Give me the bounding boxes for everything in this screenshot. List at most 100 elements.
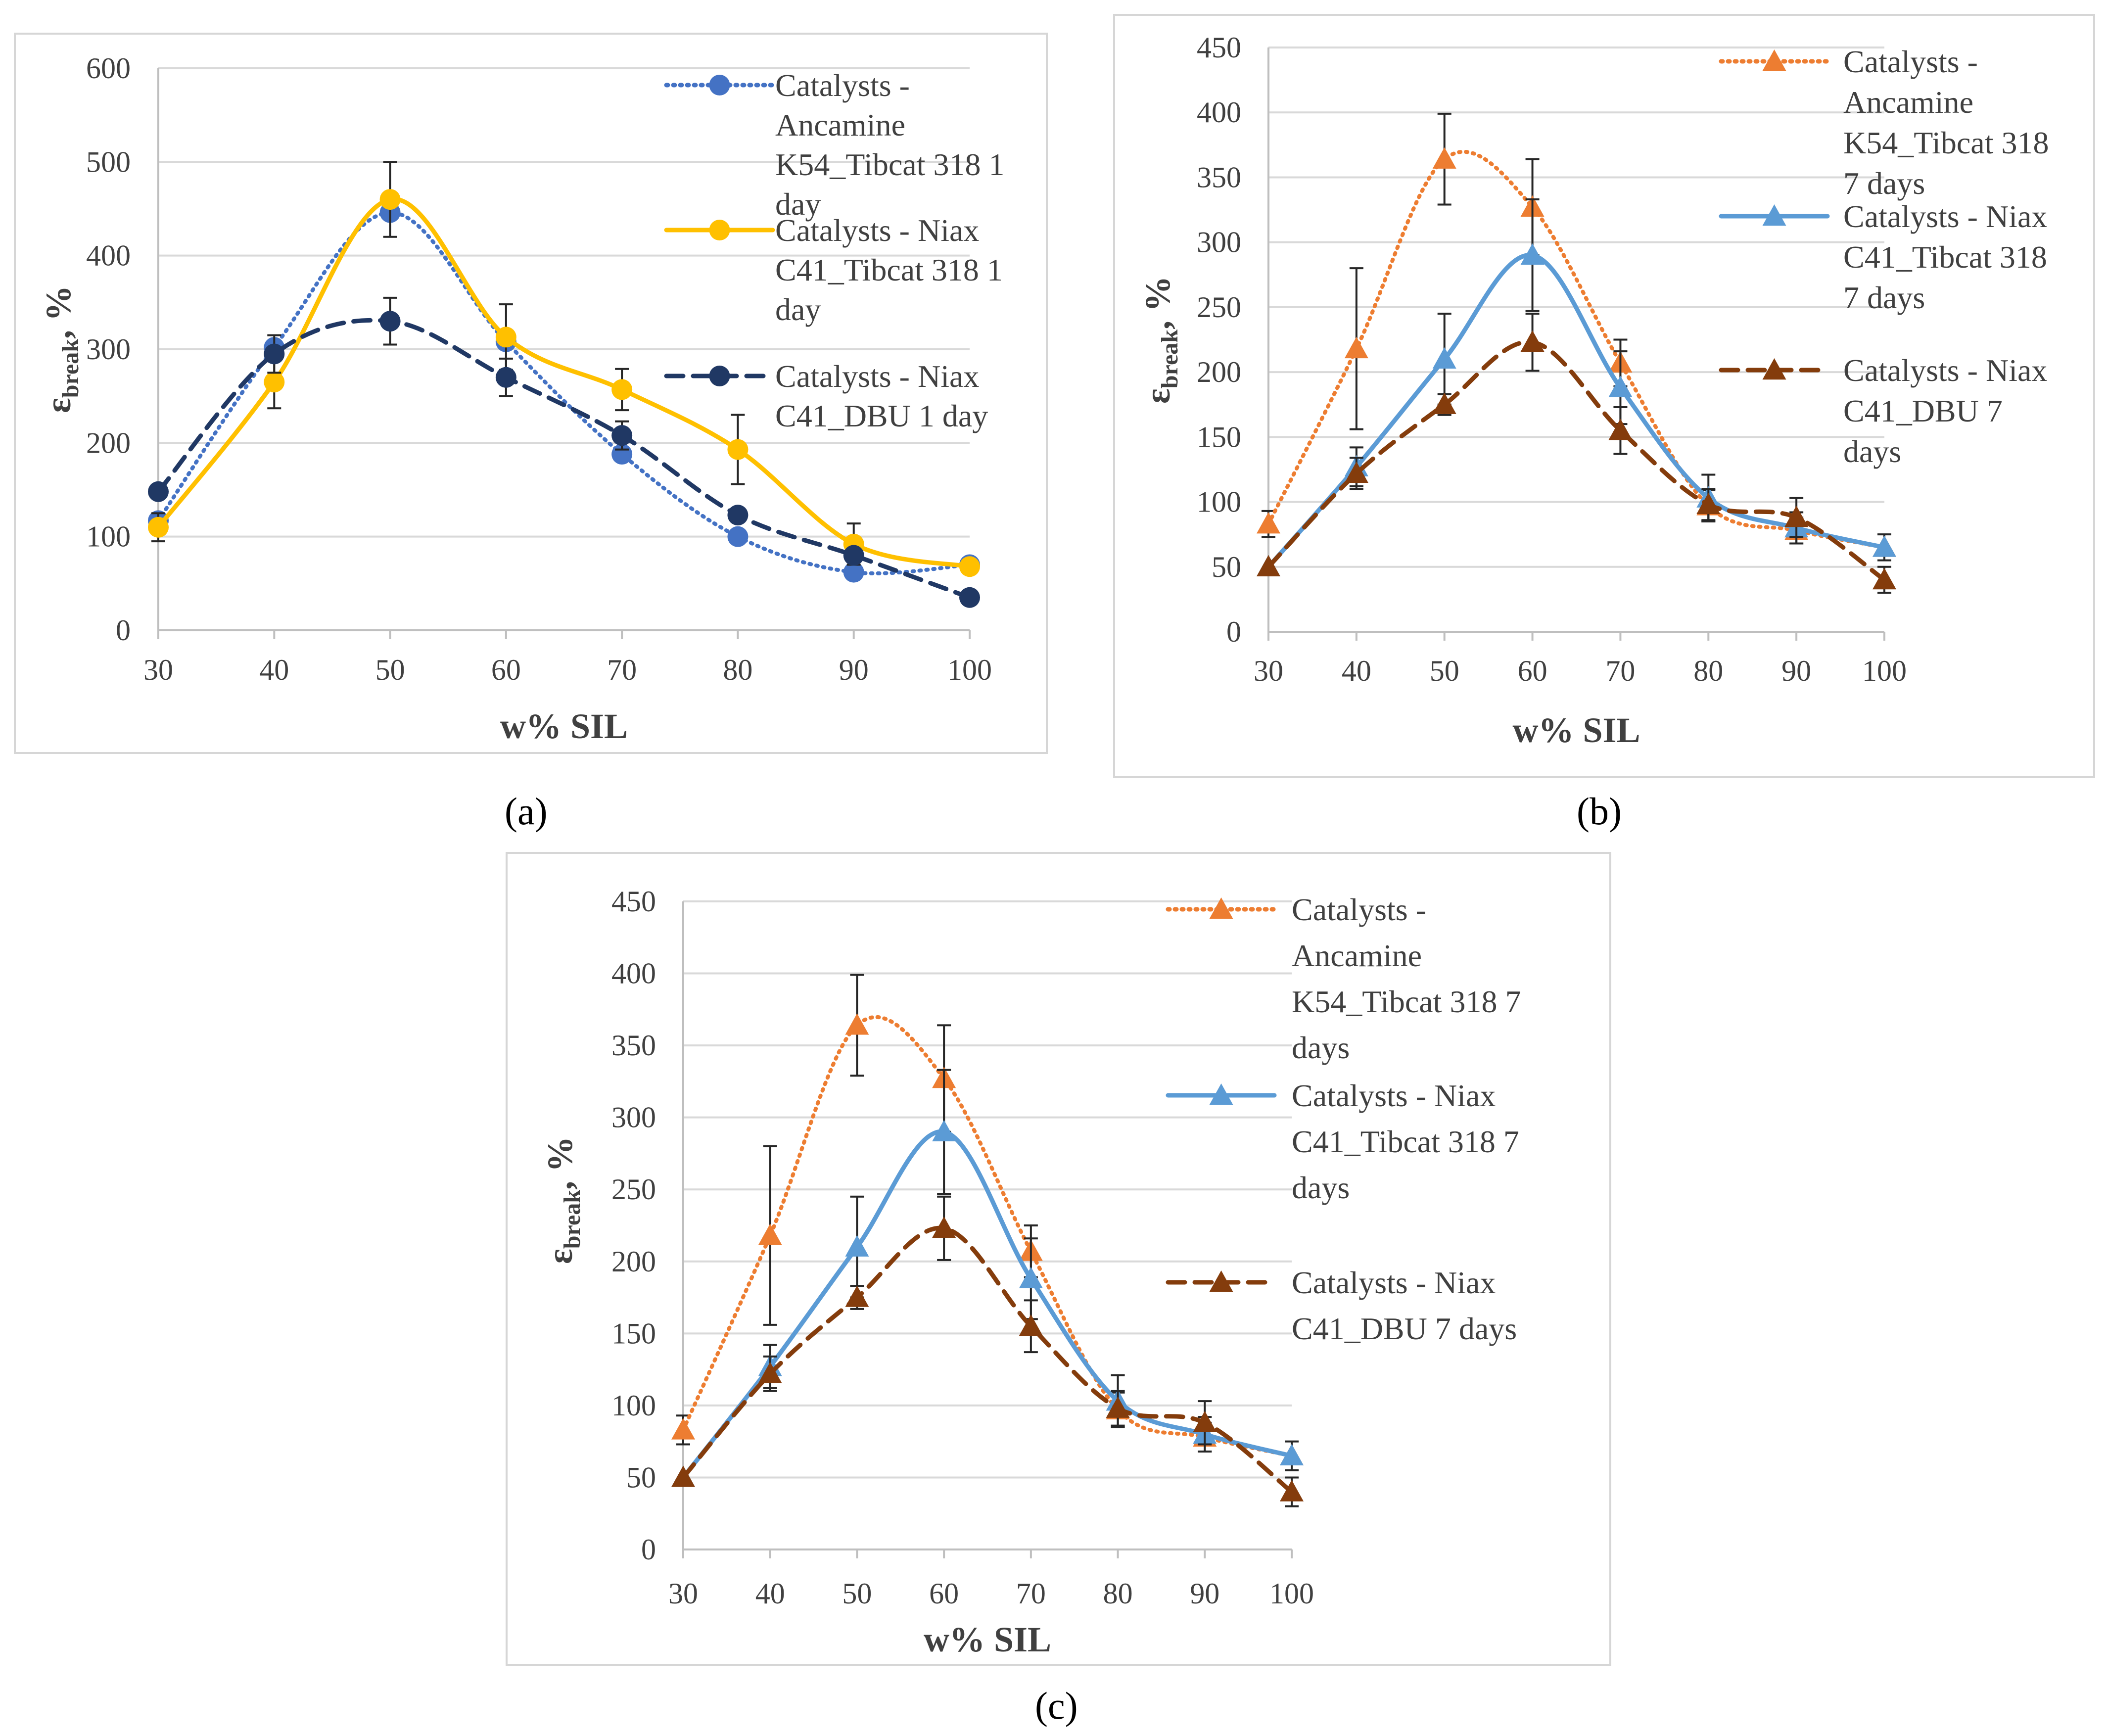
y-tick-label-c-4: 200 <box>611 1245 656 1278</box>
series-b-1 <box>1257 198 1896 576</box>
y-axis-title-sub-b: break <box>1157 329 1183 388</box>
y-axis-title-suffix-c: , % <box>540 1136 580 1190</box>
data-point-b-2-7 <box>1873 568 1896 590</box>
x-tick-label-a-6: 90 <box>839 654 869 686</box>
x-tick-label-c-5: 80 <box>1103 1577 1133 1610</box>
x-axis-title-c: w% SIL <box>924 1620 1051 1659</box>
y-tick-label-c-7: 350 <box>611 1029 656 1062</box>
x-tick-label-a-0: 30 <box>143 654 173 686</box>
x-tick-label-c-6: 90 <box>1190 1577 1219 1610</box>
y-tick-label-c-5: 250 <box>611 1173 656 1206</box>
y-tick-label-c-2: 100 <box>611 1389 656 1422</box>
y-tick-label-c-0: 0 <box>641 1533 656 1566</box>
y-tick-label-b-5: 250 <box>1197 291 1241 324</box>
legend-entry-a-0: Catalysts - Ancamine K54_Tibcat 318 1 day <box>664 68 1004 222</box>
x-tick-label-c-3: 60 <box>929 1577 959 1610</box>
legend-marker-c-0 <box>1209 897 1233 919</box>
y-tick-label-a-4: 400 <box>86 239 131 272</box>
data-point-b-2-0 <box>1257 555 1280 576</box>
data-point-c-2-0 <box>671 1465 695 1487</box>
caption-a: (a) <box>505 790 548 833</box>
data-point-a-2-3 <box>495 367 516 388</box>
caption-c: (c) <box>1035 1684 1078 1727</box>
y-tick-label-a-6: 600 <box>86 52 131 85</box>
x-axis-title-b: w% SIL <box>1512 710 1640 750</box>
x-tick-label-c-1: 40 <box>755 1577 785 1610</box>
data-point-a-1-1 <box>264 372 285 393</box>
y-axis-title-main-c: ε <box>540 1249 580 1264</box>
data-point-c-1-3 <box>932 1120 956 1141</box>
y-tick-label-b-9: 450 <box>1197 31 1241 64</box>
data-point-c-2-5 <box>1106 1396 1130 1418</box>
chart-panel-b: 0 50 100 150 200 250 300 350 400 450 30 40 50 60 70 80 9… <box>1113 14 2095 778</box>
legend-label-b-1-2: 7 days <box>1843 280 1925 315</box>
y-tick-label-a-0: 0 <box>116 614 131 647</box>
legend-marker-c-2 <box>1209 1270 1233 1292</box>
legend-label-b-1-1: C41_Tibcat 318 <box>1843 239 2047 275</box>
legend-label-c-0-3: days <box>1292 1030 1350 1065</box>
legend-entry-a-2: Catalysts - Niax C41_DBU 1 day <box>664 359 988 433</box>
data-point-a-2-4 <box>611 425 633 446</box>
data-point-b-0-2 <box>1432 147 1456 169</box>
y-tick-label-b-4: 200 <box>1197 356 1241 388</box>
x-tick-label-a-7: 100 <box>947 654 992 686</box>
x-tick-label-b-1: 40 <box>1342 655 1371 687</box>
data-point-c-1-4 <box>1019 1267 1043 1288</box>
y-tick-label-a-3: 300 <box>86 333 131 366</box>
legend-label-c-1-0: Catalysts - Niax <box>1292 1078 1496 1113</box>
legend-label-c-1-2: days <box>1292 1170 1350 1205</box>
x-tick-label-b-3: 60 <box>1518 655 1547 687</box>
y-tick-label-a-1: 100 <box>86 520 131 553</box>
legend-entry-c-2: Catalysts - Niax C41_DBU 7 days <box>1166 1265 1517 1346</box>
data-point-b-1-2 <box>1432 347 1456 369</box>
y-tick-label-b-3: 150 <box>1197 421 1241 453</box>
y-tick-label-c-9: 450 <box>611 885 656 918</box>
data-point-b-2-6 <box>1784 506 1809 527</box>
data-point-a-0-5 <box>727 526 749 547</box>
data-point-c-1-2 <box>845 1235 869 1257</box>
x-tick-label-b-5: 80 <box>1693 655 1723 687</box>
series-b-0 <box>1257 112 1896 557</box>
data-point-a-0-6 <box>843 562 864 583</box>
chart-panel-a: 0 100 200 300 400 500 600 30 40 50 60 70 80 90 100 w% S… <box>14 33 1048 754</box>
x-tick-label-a-3: 60 <box>491 654 521 686</box>
data-point-b-1-7 <box>1873 535 1896 557</box>
legend-marker-b-0 <box>1762 49 1786 71</box>
legend-label-a-0-2: K54_Tibcat 318 1 <box>775 147 1004 182</box>
y-tick-label-c-8: 400 <box>611 957 656 990</box>
y-tick-label-b-6: 300 <box>1197 226 1241 259</box>
data-point-c-1-7 <box>1280 1444 1304 1465</box>
data-point-a-2-6 <box>843 545 864 566</box>
data-point-a-1-5 <box>727 439 749 460</box>
series-line-c-1 <box>681 1129 1294 1480</box>
y-tick-label-a-2: 200 <box>86 426 131 459</box>
series-c-2 <box>671 1195 1304 1507</box>
y-axis-title-a: εbreak, % <box>39 285 84 413</box>
data-point-c-2-7 <box>1280 1480 1304 1501</box>
x-tick-label-b-6: 90 <box>1781 655 1811 687</box>
legend-label-a-2-1: C41_DBU 1 day <box>775 398 988 433</box>
x-tick-label-a-4: 70 <box>607 654 637 686</box>
data-point-b-2-2 <box>1432 392 1456 414</box>
legend-marker-a-1 <box>709 220 730 240</box>
chart-b-svg: 0 50 100 150 200 250 300 350 400 450 30 40 50 60 70 80 9… <box>1138 31 2049 750</box>
y-axis-title-b: εbreak, % <box>1138 276 1183 404</box>
legend-label-c-0-0: Catalysts - <box>1292 892 1426 927</box>
data-point-c-2-4 <box>1019 1314 1043 1336</box>
data-point-a-2-7 <box>959 587 980 608</box>
data-point-b-2-4 <box>1608 419 1633 440</box>
y-axis-title-main-a: ε <box>39 398 78 413</box>
data-point-b-1-3 <box>1520 243 1545 265</box>
x-axis-title-a: w% SIL <box>500 706 628 746</box>
legend-label-a-2-0: Catalysts - Niax <box>775 359 979 394</box>
legend-label-a-0-0: Catalysts - <box>775 68 910 103</box>
legend-label-a-0-1: Ancamine <box>775 107 905 142</box>
legend-marker-c-1 <box>1209 1083 1233 1105</box>
legend-entry-c-0: Catalysts - Ancamine K54_Tibcat 318 7 days <box>1166 892 1521 1065</box>
series-line-b-2 <box>1266 339 1887 582</box>
data-point-a-2-2 <box>379 311 401 332</box>
data-point-a-1-0 <box>148 516 169 538</box>
legend-label-c-0-1: Ancamine <box>1292 938 1422 973</box>
legend-entry-b-2: Catalysts - Niax C41_DBU 7 days <box>1719 353 2047 469</box>
legend-label-a-1-1: C41_Tibcat 318 1 <box>775 252 1003 287</box>
